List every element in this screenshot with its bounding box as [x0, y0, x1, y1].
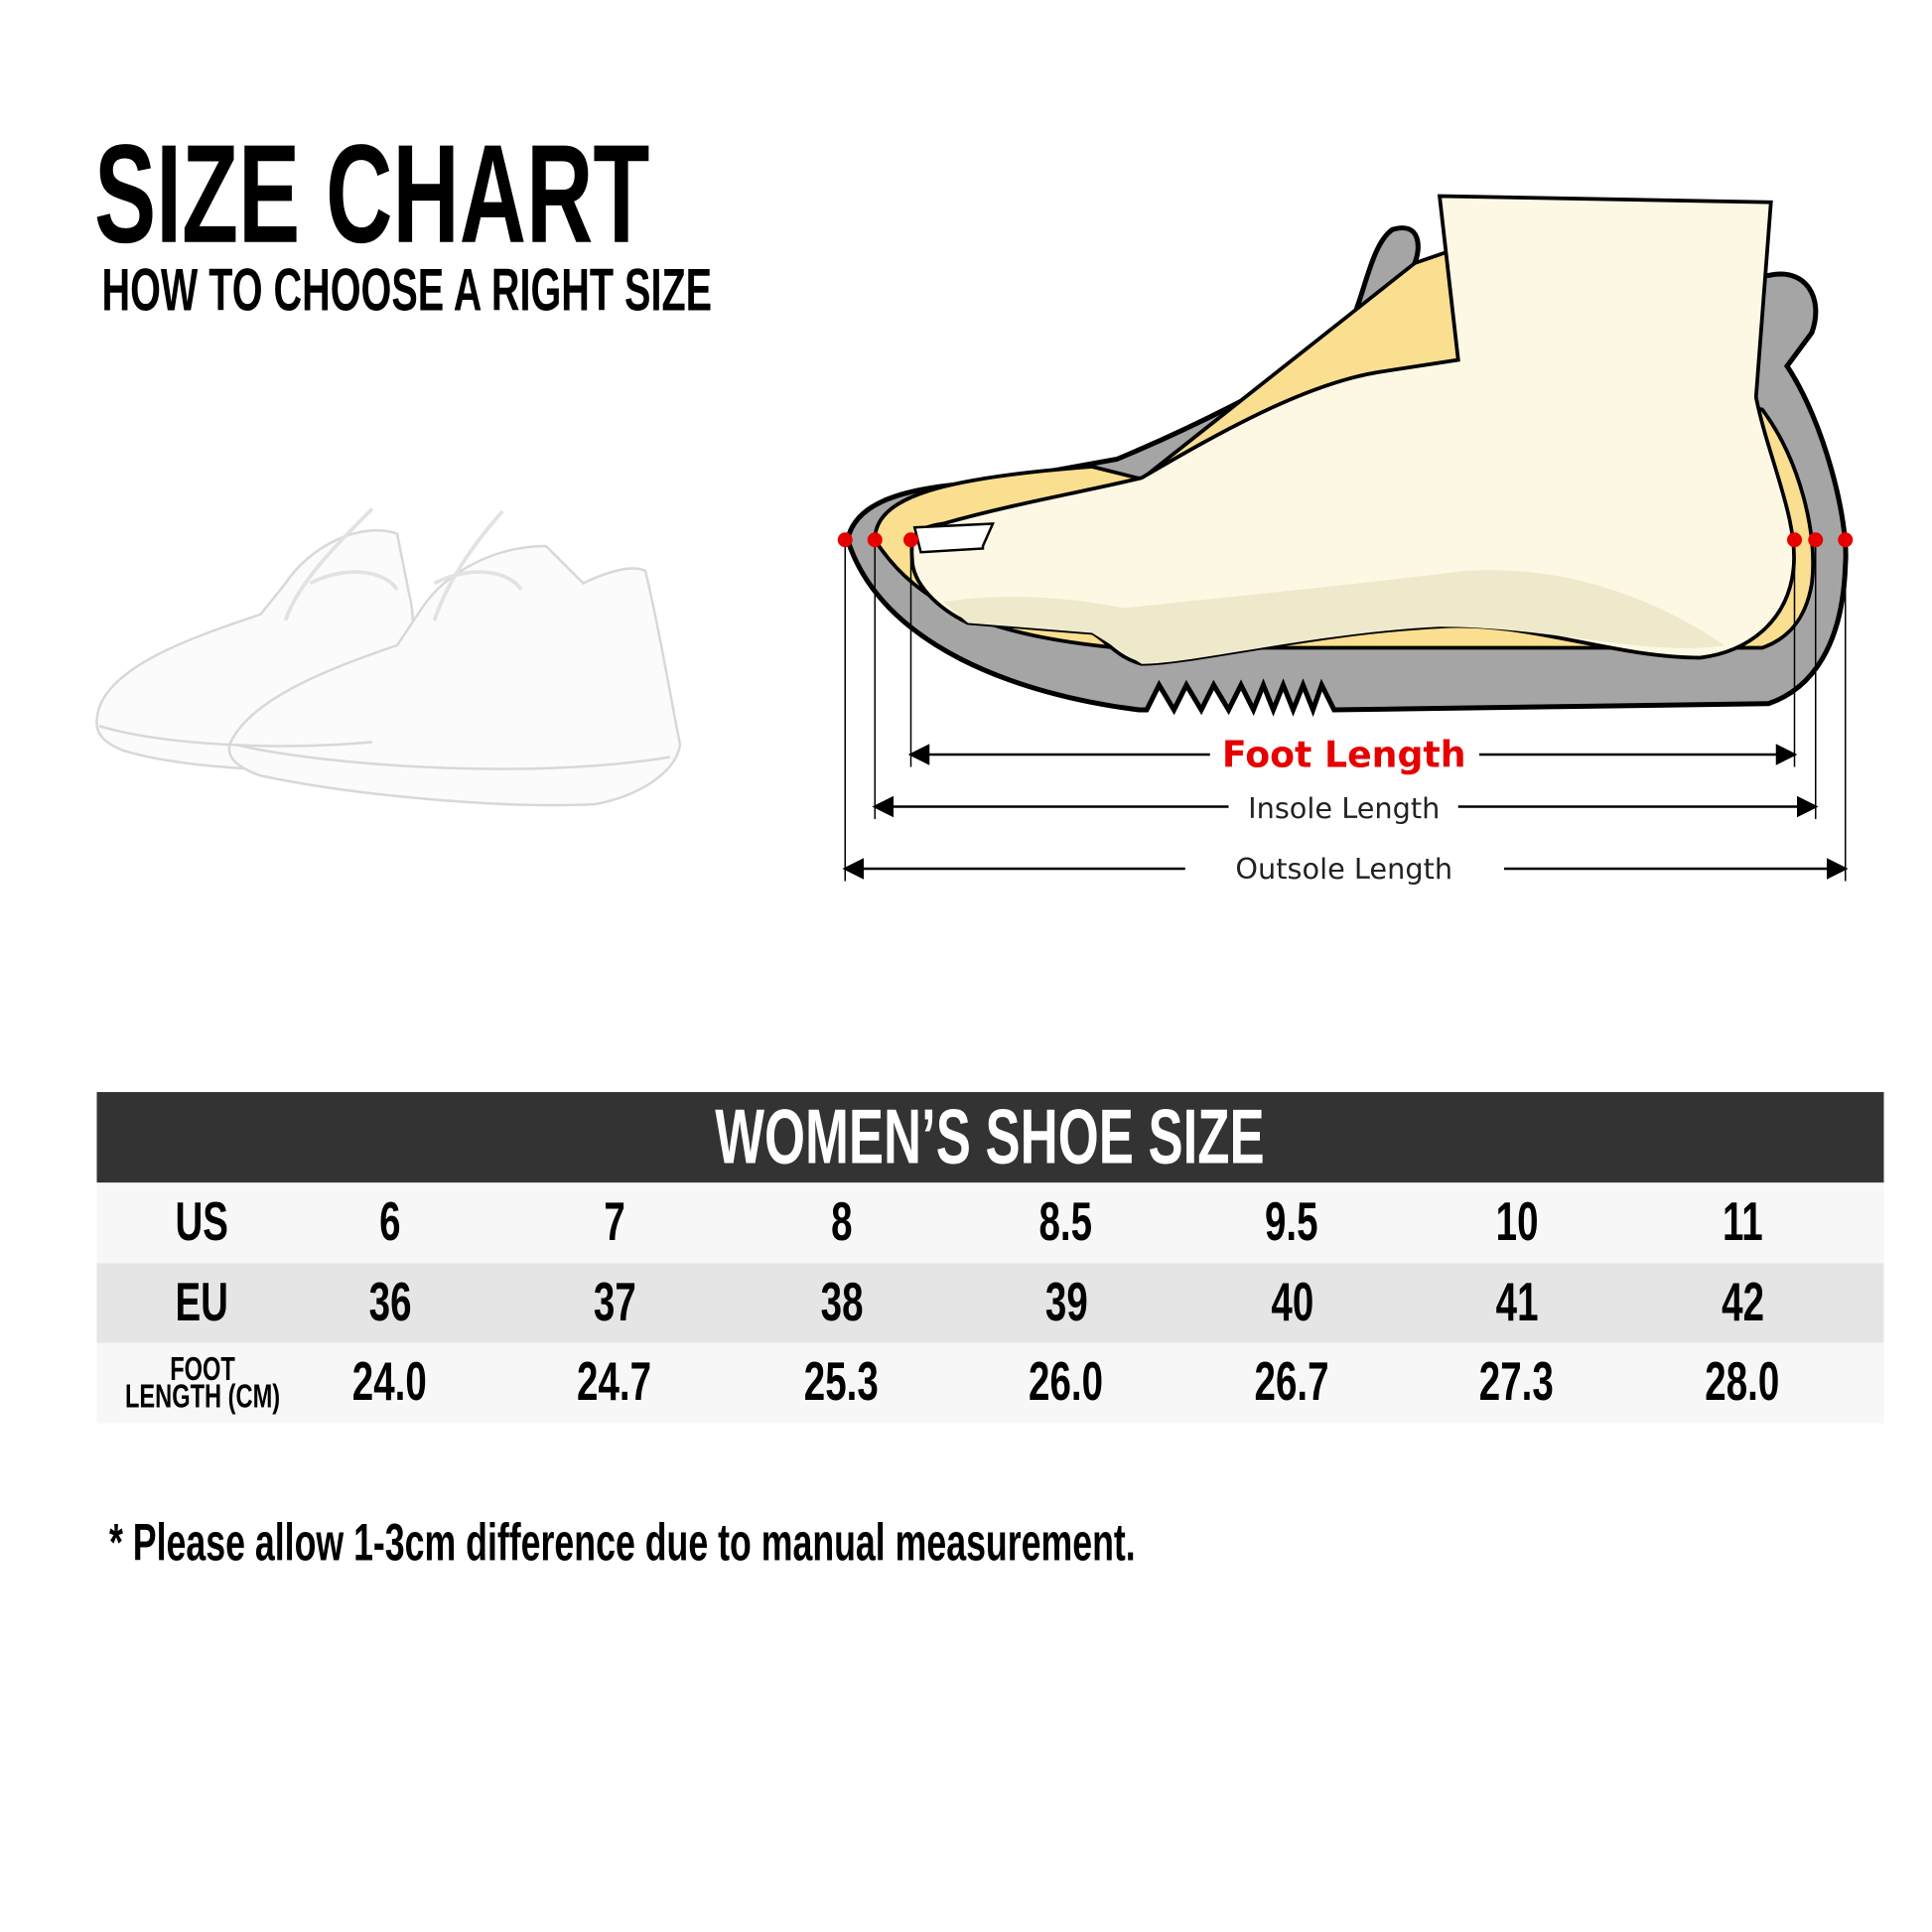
table-cell: 26.7: [1254, 1351, 1329, 1413]
table-cell: 26.0: [1029, 1351, 1104, 1413]
insole-length-label: Insole Length: [1248, 791, 1440, 825]
table-cell: 8: [830, 1191, 853, 1253]
table-cell: 36: [368, 1271, 411, 1333]
table-cell: 39: [1044, 1271, 1088, 1333]
table-cell: 7: [604, 1191, 625, 1253]
table-row: FOOT LENGTH (CM) 24.0 24.7 25.3 26.0 26.7 27.3 2…: [96, 1342, 1884, 1424]
table-cell: 25.3: [804, 1351, 879, 1413]
table-cell: 24.7: [577, 1351, 652, 1413]
page-subtitle: HOW TO CHOOSE A RIGHT SIZE: [101, 258, 713, 325]
table-cell: 8.5: [1038, 1191, 1093, 1253]
row-label: EU: [176, 1271, 229, 1333]
table-row: EU 36 37 38 39 40 41 42: [96, 1262, 1884, 1343]
table-row: US 6 7 8 8.5 9.5 10 11: [96, 1182, 1884, 1263]
table-title: WOMEN’S SHOE SIZE: [96, 1092, 1884, 1183]
sneaker-product-image: [95, 507, 682, 807]
table-cell: 6: [378, 1191, 401, 1253]
table-cell: 24.0: [352, 1351, 427, 1413]
measurement-note: * Please allow 1-3cm difference due to m…: [109, 1512, 1136, 1572]
row-label: US: [176, 1191, 229, 1253]
table-cell: 11: [1722, 1191, 1763, 1253]
table-cell: 42: [1721, 1271, 1764, 1333]
foot-length-label: Foot Length: [1222, 734, 1466, 776]
foot-measurement-diagram: Foot Length Insole Length Outsole Length: [837, 194, 1854, 886]
table-cell: 41: [1495, 1271, 1538, 1333]
table-cell: 9.5: [1265, 1191, 1319, 1253]
table-cell: 28.0: [1705, 1351, 1780, 1413]
table-cell: 10: [1495, 1191, 1538, 1253]
page-title: SIZE CHART: [94, 115, 650, 272]
label-line: FOOT: [169, 1350, 235, 1388]
table-cell: 40: [1270, 1271, 1313, 1333]
row-label: FOOT LENGTH (CM): [90, 1343, 314, 1424]
table-cell: 37: [593, 1271, 636, 1333]
label-line: LENGTH (CM): [124, 1377, 280, 1416]
size-table: WOMEN’S SHOE SIZE US 6 7 8 8.5 9.5 10 11 EU 36 37 3…: [96, 1092, 1884, 1424]
measurement-points: [837, 532, 1854, 548]
toenail: [912, 522, 995, 554]
table-cell: 27.3: [1479, 1351, 1554, 1413]
table-cell: 38: [820, 1271, 863, 1333]
outsole-length-label: Outsole Length: [1235, 852, 1452, 886]
